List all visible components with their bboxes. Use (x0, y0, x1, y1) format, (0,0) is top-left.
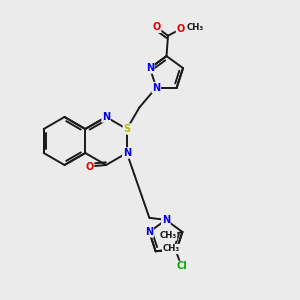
Text: O: O (85, 161, 94, 172)
Text: N: N (102, 112, 110, 122)
Text: CH₃: CH₃ (159, 231, 177, 240)
Text: N: N (146, 63, 154, 73)
Text: N: N (152, 82, 160, 93)
Text: N: N (162, 215, 170, 225)
Text: O: O (152, 22, 161, 32)
Text: CH₃: CH₃ (186, 23, 204, 32)
Text: CH₃: CH₃ (163, 244, 180, 253)
Text: N: N (123, 148, 131, 158)
Text: N: N (145, 227, 153, 237)
Text: Cl: Cl (176, 261, 187, 272)
Text: S: S (123, 124, 130, 134)
Text: O: O (176, 24, 185, 34)
